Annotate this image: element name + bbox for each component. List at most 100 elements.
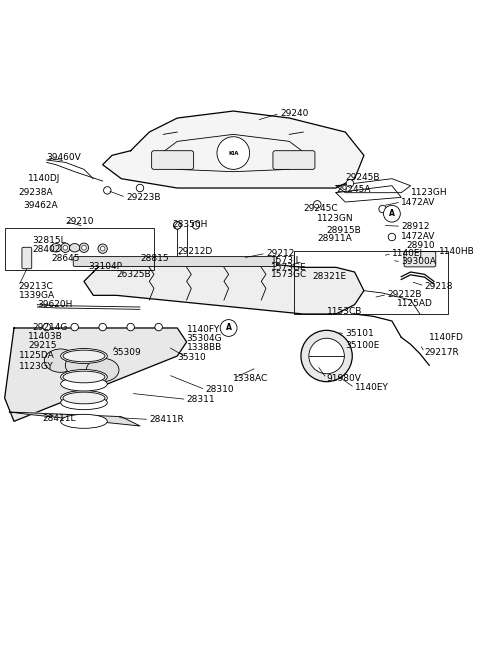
Text: 28912: 28912 bbox=[401, 222, 430, 231]
Text: 39462A: 39462A bbox=[24, 201, 58, 210]
FancyBboxPatch shape bbox=[22, 247, 32, 269]
Text: 28411R: 28411R bbox=[149, 415, 184, 424]
Circle shape bbox=[388, 234, 396, 241]
Text: 29245A: 29245A bbox=[336, 185, 371, 194]
Text: 35101: 35101 bbox=[345, 329, 374, 338]
Ellipse shape bbox=[63, 371, 105, 383]
Ellipse shape bbox=[51, 243, 61, 252]
Ellipse shape bbox=[60, 415, 108, 428]
Circle shape bbox=[63, 245, 68, 250]
Text: 33104P: 33104P bbox=[89, 262, 123, 271]
Circle shape bbox=[155, 323, 162, 331]
Circle shape bbox=[136, 184, 144, 192]
Polygon shape bbox=[84, 258, 364, 314]
Text: 1338BB: 1338BB bbox=[187, 343, 222, 352]
Text: 29218: 29218 bbox=[425, 281, 453, 291]
FancyBboxPatch shape bbox=[152, 151, 193, 169]
Ellipse shape bbox=[60, 377, 108, 391]
FancyBboxPatch shape bbox=[273, 151, 315, 169]
Text: 1472AV: 1472AV bbox=[401, 197, 436, 207]
Ellipse shape bbox=[60, 390, 108, 405]
Text: 29212D: 29212D bbox=[177, 247, 213, 256]
Text: 1140HB: 1140HB bbox=[439, 247, 474, 256]
Circle shape bbox=[79, 243, 89, 253]
Text: 1125DA: 1125DA bbox=[19, 350, 54, 359]
Ellipse shape bbox=[60, 348, 108, 363]
Text: 1140FY: 1140FY bbox=[187, 325, 220, 334]
Text: 26325B: 26325B bbox=[117, 270, 151, 279]
Ellipse shape bbox=[63, 392, 105, 404]
Text: 1339GA: 1339GA bbox=[19, 291, 55, 300]
Ellipse shape bbox=[65, 354, 98, 377]
Text: 28411L: 28411L bbox=[42, 413, 75, 422]
Text: A: A bbox=[389, 209, 395, 218]
Text: 29212B: 29212B bbox=[387, 290, 422, 299]
Text: 1472AV: 1472AV bbox=[401, 232, 436, 241]
Text: 35309: 35309 bbox=[112, 348, 141, 358]
Text: 1140DJ: 1140DJ bbox=[28, 174, 60, 183]
FancyBboxPatch shape bbox=[73, 256, 276, 266]
Text: 29214G: 29214G bbox=[33, 323, 68, 331]
Circle shape bbox=[192, 222, 200, 229]
Text: 1140EJ: 1140EJ bbox=[392, 249, 423, 258]
Ellipse shape bbox=[63, 350, 105, 362]
Circle shape bbox=[217, 136, 250, 169]
Text: 28815: 28815 bbox=[140, 255, 168, 264]
Text: 1140FD: 1140FD bbox=[429, 333, 464, 342]
Text: 1153CB: 1153CB bbox=[326, 307, 362, 316]
Text: 1573GE: 1573GE bbox=[271, 263, 306, 272]
Text: 1573JL: 1573JL bbox=[271, 256, 301, 265]
Circle shape bbox=[220, 319, 237, 337]
Text: 29240: 29240 bbox=[280, 109, 308, 118]
Text: 39460V: 39460V bbox=[47, 154, 82, 162]
Circle shape bbox=[99, 323, 107, 331]
Circle shape bbox=[379, 205, 386, 213]
Text: 1338AC: 1338AC bbox=[233, 374, 268, 383]
Text: 39620H: 39620H bbox=[37, 300, 72, 309]
Text: 29212: 29212 bbox=[266, 249, 294, 258]
Circle shape bbox=[174, 222, 181, 229]
Text: 28645: 28645 bbox=[51, 255, 80, 264]
Circle shape bbox=[346, 180, 354, 187]
Text: 28310: 28310 bbox=[205, 385, 234, 394]
Text: 11403B: 11403B bbox=[28, 332, 63, 341]
Circle shape bbox=[309, 338, 344, 374]
Bar bbox=[294, 251, 448, 314]
Ellipse shape bbox=[70, 243, 80, 252]
Circle shape bbox=[174, 222, 181, 229]
Text: 28321E: 28321E bbox=[312, 272, 347, 281]
Text: 29213C: 29213C bbox=[19, 281, 53, 291]
Bar bbox=[5, 228, 154, 270]
Text: 1123GH: 1123GH bbox=[410, 188, 447, 197]
Text: 29217R: 29217R bbox=[425, 348, 459, 357]
Circle shape bbox=[301, 331, 352, 382]
Ellipse shape bbox=[60, 396, 108, 409]
Text: 1123GN: 1123GN bbox=[317, 214, 354, 223]
Text: 32815L: 32815L bbox=[33, 236, 66, 245]
Text: 28910: 28910 bbox=[406, 241, 434, 251]
FancyBboxPatch shape bbox=[404, 251, 436, 267]
Circle shape bbox=[384, 205, 400, 222]
Text: 29210: 29210 bbox=[65, 217, 94, 226]
Text: 28911A: 28911A bbox=[317, 234, 352, 243]
Text: 35100E: 35100E bbox=[345, 341, 380, 350]
Text: 91980V: 91980V bbox=[326, 374, 361, 383]
Text: 29238A: 29238A bbox=[19, 188, 53, 197]
Ellipse shape bbox=[86, 358, 119, 382]
Polygon shape bbox=[9, 412, 140, 426]
Text: 1123GY: 1123GY bbox=[19, 361, 53, 371]
Circle shape bbox=[313, 201, 321, 208]
Polygon shape bbox=[5, 328, 187, 421]
Circle shape bbox=[82, 245, 86, 250]
Text: 35310: 35310 bbox=[177, 353, 206, 362]
Circle shape bbox=[60, 243, 70, 253]
Text: 29245C: 29245C bbox=[303, 203, 338, 213]
Text: 29223B: 29223B bbox=[126, 193, 160, 202]
Text: 28915B: 28915B bbox=[326, 226, 361, 235]
Text: 28402: 28402 bbox=[33, 245, 61, 254]
Text: 1140EY: 1140EY bbox=[355, 383, 388, 392]
Circle shape bbox=[43, 323, 50, 331]
Polygon shape bbox=[103, 111, 364, 188]
Text: 28311: 28311 bbox=[187, 395, 215, 404]
Text: 39300A: 39300A bbox=[401, 257, 436, 266]
